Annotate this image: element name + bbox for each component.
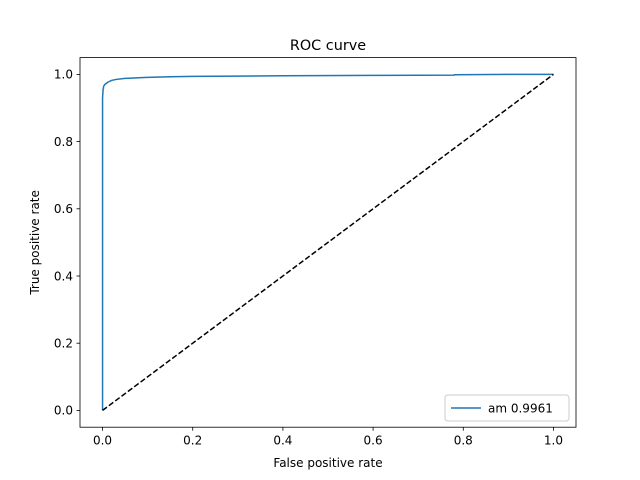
legend: am 0.9961 bbox=[444, 394, 570, 422]
roc-series-line-0 bbox=[101, 73, 554, 411]
series-layer bbox=[101, 73, 554, 412]
chance-diagonal-line bbox=[102, 73, 554, 412]
tick-layer: 0.0 0.2 0.4 0.6 0.8 1.0 0.0 0.2 0.4 0.6 0.8 1.0 bbox=[54, 68, 563, 448]
y-tick-label: 0.0 bbox=[54, 404, 73, 418]
x-axis-label: False positive rate bbox=[273, 456, 382, 470]
y-axis-label: True positive rate bbox=[28, 190, 42, 296]
x-tick-label: 0.4 bbox=[273, 434, 292, 448]
x-tick-label: 0.8 bbox=[454, 434, 473, 448]
legend-box bbox=[444, 394, 570, 422]
y-tick-label: 0.6 bbox=[54, 202, 73, 216]
y-tick-label: 0.4 bbox=[54, 269, 73, 283]
x-tick-label: 0.2 bbox=[183, 434, 202, 448]
y-tick-label: 1.0 bbox=[54, 68, 73, 82]
chart-title: ROC curve bbox=[290, 38, 366, 54]
x-tick-label: 1.0 bbox=[544, 434, 563, 448]
x-tick-label: 0.6 bbox=[364, 434, 383, 448]
y-tick-label: 0.8 bbox=[54, 135, 73, 149]
x-tick-label: 0.0 bbox=[93, 434, 112, 448]
plot-frame bbox=[79, 57, 577, 428]
legend-label: am 0.9961 bbox=[488, 402, 553, 416]
y-tick-label: 0.2 bbox=[54, 337, 73, 351]
